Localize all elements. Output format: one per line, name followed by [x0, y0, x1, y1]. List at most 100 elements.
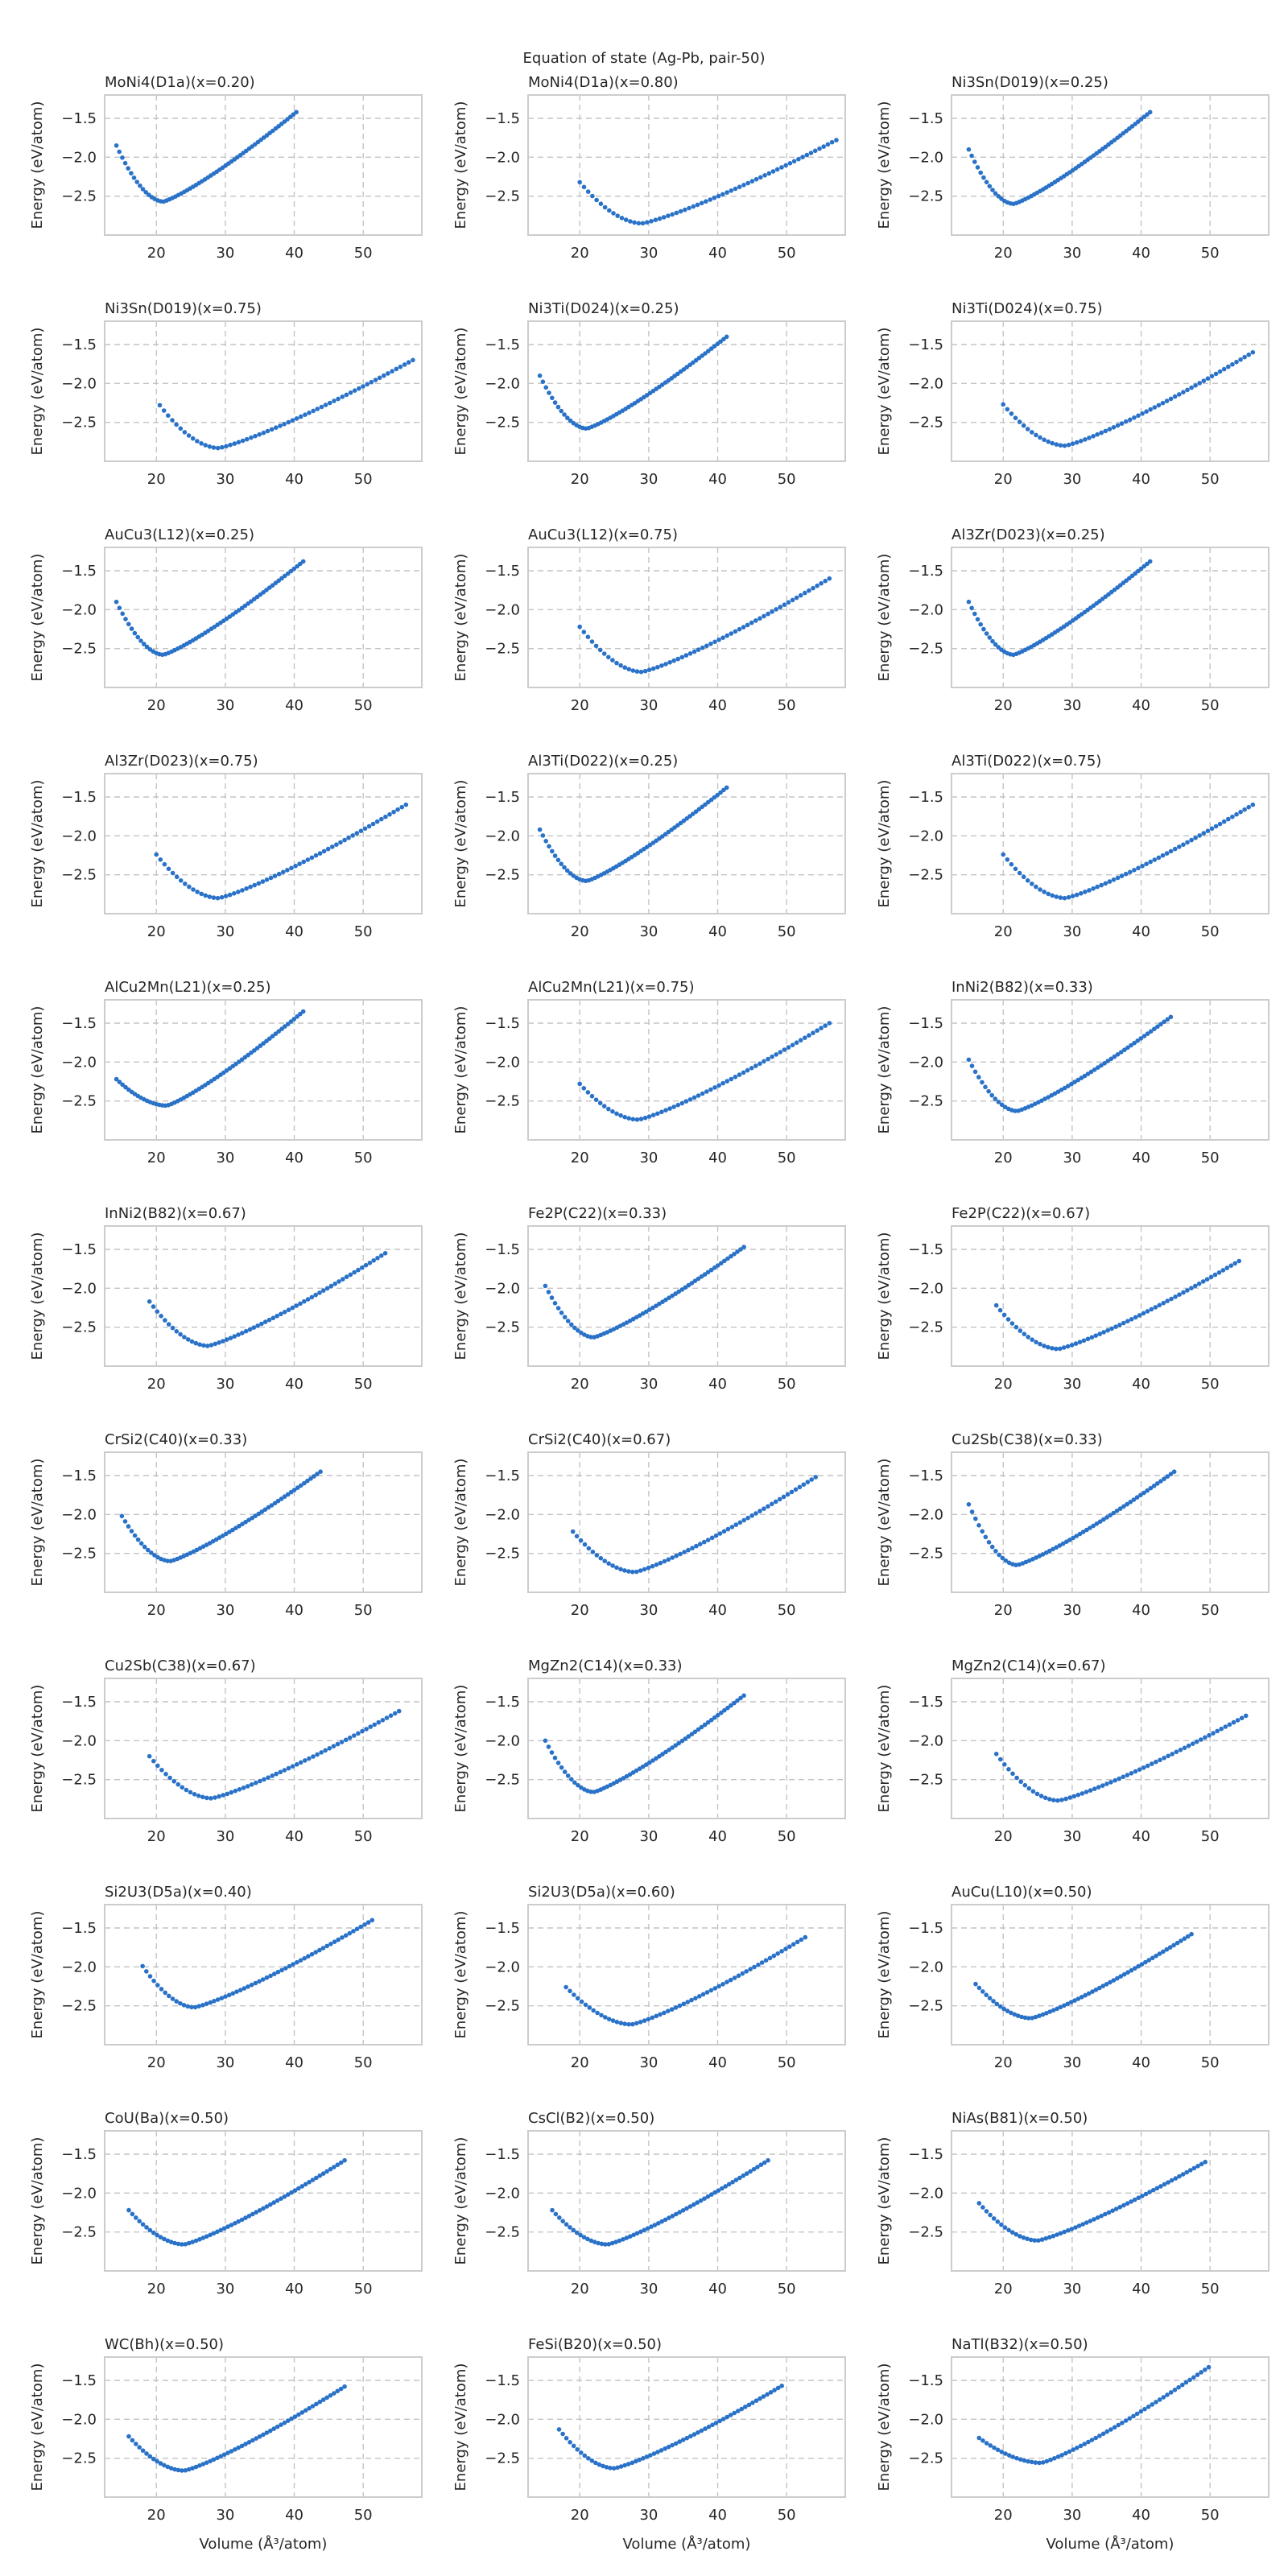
data-point [228, 442, 233, 448]
plot-frame [104, 320, 423, 462]
data-point [1199, 2370, 1203, 2375]
data-point [270, 583, 275, 588]
data-point [163, 1318, 167, 1323]
data-point [650, 1758, 655, 1763]
x-tick-label: 40 [285, 1376, 303, 1393]
data-point [691, 1095, 697, 1100]
data-point [1194, 1739, 1199, 1744]
data-point [1141, 1311, 1146, 1316]
data-point [317, 2399, 323, 2405]
data-point [725, 1256, 730, 1261]
data-point [615, 213, 620, 218]
data-point [1086, 2439, 1091, 2445]
data-point [1250, 349, 1256, 355]
data-point [1115, 875, 1121, 881]
data-point [275, 1498, 281, 1504]
data-point [597, 2462, 602, 2467]
y-axis-label: Energy (eV/atom) [876, 328, 893, 456]
data-point [724, 1079, 729, 1084]
data-point [1013, 1563, 1018, 1567]
data-point [1058, 2231, 1063, 2236]
data-point [702, 1539, 707, 1545]
data-point [1030, 881, 1034, 886]
plot-frame [104, 1678, 423, 1819]
data-point [1084, 2220, 1089, 2225]
data-point [650, 1563, 655, 1569]
data-point [313, 1292, 319, 1298]
subplot-title: Cu2Sb(C38)(x=0.33) [952, 1431, 1103, 1448]
data-point [673, 1743, 678, 1748]
data-point [249, 435, 254, 440]
data-point [186, 2467, 192, 2472]
data-point [272, 1971, 277, 1976]
data-point [1021, 874, 1026, 880]
data-point [1063, 2450, 1068, 2456]
data-point [758, 616, 762, 621]
data-point [1054, 894, 1059, 899]
data-point [642, 2018, 647, 2023]
data-point [1195, 2372, 1200, 2377]
data-point [1161, 1949, 1166, 1955]
data-point [1060, 1541, 1066, 1546]
data-point [1162, 1476, 1166, 1481]
data-point [615, 2465, 620, 2471]
data-point [1205, 828, 1211, 833]
data-point [146, 1547, 151, 1553]
data-point [741, 1517, 746, 1523]
data-point [1046, 439, 1051, 444]
data-point [720, 1080, 725, 1086]
data-point [571, 2227, 576, 2233]
data-point [186, 433, 192, 438]
data-point [342, 837, 347, 843]
y-tick-label: −2.5 [61, 188, 97, 205]
data-point [200, 2235, 206, 2240]
data-point [196, 1794, 201, 1798]
plot-frame [527, 547, 846, 688]
data-point [656, 2221, 661, 2226]
data-point [178, 1331, 183, 1337]
data-point [702, 1722, 708, 1728]
data-point [973, 1516, 978, 1521]
data-point [1185, 1288, 1190, 1293]
data-point [674, 2211, 679, 2217]
data-point [582, 2453, 588, 2458]
data-point [1169, 1296, 1174, 1302]
data-point [138, 183, 142, 188]
data-point [1204, 1277, 1210, 1282]
data-point [1057, 1543, 1063, 1548]
data-point [718, 790, 723, 795]
data-point [972, 1069, 978, 1075]
y-tick-label: −2.5 [908, 1093, 943, 1110]
data-point [315, 407, 320, 411]
data-point [1069, 1343, 1075, 1348]
data-point [729, 1703, 733, 1708]
data-point [660, 1299, 665, 1304]
data-point [158, 857, 163, 862]
data-point [134, 2215, 138, 2220]
data-point [1040, 2012, 1046, 2017]
data-point [588, 1790, 593, 1794]
y-tick-label: −1.5 [908, 1920, 943, 1937]
data-point [716, 1083, 721, 1088]
data-point [821, 144, 826, 149]
subplot-title: AlCu2Mn(L21)(x=0.25) [105, 979, 271, 996]
x-tick-label: 40 [1132, 471, 1150, 488]
data-point [1099, 882, 1104, 888]
data-point [189, 2004, 194, 2010]
data-point [1070, 441, 1075, 446]
data-point [1125, 1501, 1129, 1507]
data-point [1055, 1089, 1061, 1094]
data-point [650, 2015, 655, 2021]
data-point [174, 1329, 180, 1334]
x-tick-label: 40 [1132, 2281, 1150, 2297]
data-point [396, 1708, 402, 1714]
data-point [700, 804, 704, 810]
data-point [1058, 1346, 1063, 1352]
data-point [812, 148, 818, 154]
data-point [348, 1272, 353, 1278]
plot-frame [951, 320, 1269, 462]
data-point [729, 1076, 734, 1082]
data-point [1063, 1796, 1068, 1802]
data-point [1186, 1743, 1191, 1748]
data-point [1217, 369, 1223, 374]
